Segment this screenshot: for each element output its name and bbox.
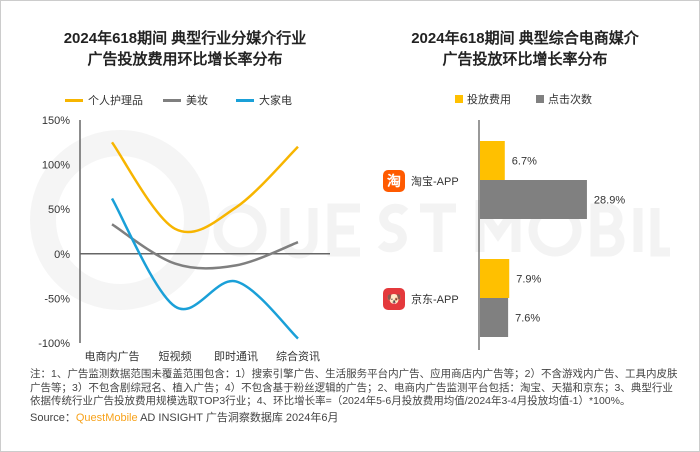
- bar-投放费用: [480, 259, 510, 298]
- left-chart-title: 2024年618期间 典型行业分媒介行业 广告投放费用环比增长率分布: [20, 28, 350, 70]
- right-chart-title: 2024年618期间 典型综合电商媒介 广告投放环比增长率分布: [380, 28, 670, 70]
- source-label: Source：: [30, 411, 76, 424]
- legend-swatch: [236, 98, 254, 102]
- y-tick-label: 50%: [48, 204, 70, 216]
- category-label: 京东-APP: [411, 294, 459, 306]
- bar-点击次数: [480, 180, 587, 219]
- x-tick-label: 短视频: [159, 349, 192, 363]
- legend-item: 大家电: [236, 92, 292, 108]
- y-tick-label: 100%: [42, 160, 70, 172]
- series-line-个人护理品: [110, 141, 299, 234]
- x-tick-label: 即时通讯: [214, 350, 258, 363]
- data-label: 28.9%: [594, 195, 625, 207]
- title-line-1: 2024年618期间 典型综合电商媒介: [411, 30, 639, 47]
- y-tick-label: -50%: [44, 293, 70, 305]
- taobao-icon: 淘: [383, 170, 405, 192]
- legend-label: 美妆: [186, 95, 208, 107]
- title-line-2: 广告投放环比增长率分布: [442, 51, 608, 68]
- legend-swatch: [163, 98, 181, 102]
- source-text: AD INSIGHT 广告洞察数据库 2024年6月: [137, 411, 339, 424]
- left-legend: 个人护理品 美妆 大家电: [65, 92, 292, 108]
- bar-chart: 6.7% 28.9% 7.9% 7.6%: [478, 120, 625, 350]
- legend-label: 投放费用: [467, 94, 511, 106]
- category-label: 淘宝-APP: [411, 176, 459, 188]
- bar-点击次数: [480, 298, 509, 337]
- y-tick-label: -100%: [38, 338, 70, 350]
- watermark: [213, 200, 670, 259]
- footnote: 注：1、广告监测数据范围未覆盖范围包含：1）搜索引擎广告、生活服务平台内广告、应…: [30, 368, 678, 407]
- legend-item: 投放费用: [455, 91, 511, 107]
- bar-投放费用: [480, 141, 505, 180]
- series-line-美妆: [111, 223, 299, 270]
- legend-item: 个人护理品: [65, 92, 143, 108]
- x-tick-label: 电商内广告: [85, 349, 140, 363]
- legend-item: 点击次数: [536, 91, 592, 107]
- legend-swatch: [65, 98, 83, 102]
- x-tick-label: 综合资讯: [276, 349, 320, 363]
- legend-swatch: [455, 95, 463, 103]
- footer: 注：1、广告监测数据范围未覆盖范围包含：1）搜索引擎广告、生活服务平台内广告、应…: [30, 368, 680, 425]
- title-line-1: 2024年618期间 典型行业分媒介行业: [63, 30, 307, 47]
- data-label: 7.6%: [515, 313, 540, 325]
- source: Source：QuestMobile AD INSIGHT 广告洞察数据库 20…: [30, 411, 680, 425]
- jd-icon: 🐶: [383, 288, 405, 310]
- series-line-大家电: [110, 197, 299, 340]
- data-label: 7.9%: [516, 274, 541, 286]
- source-brand: QuestMobile: [75, 411, 138, 424]
- title-line-2: 广告投放费用环比增长率分布: [87, 51, 283, 68]
- y-tick-label: 150%: [42, 115, 70, 127]
- right-legend: 投放费用 点击次数: [455, 91, 592, 107]
- data-label: 6.7%: [512, 156, 537, 168]
- line-chart: 150% 100% 50% 0% -50% -100% 电商内广告 短视频 即时通讯 综合资讯: [38, 115, 330, 363]
- legend-label: 点击次数: [548, 94, 592, 106]
- legend-item: 美妆: [163, 92, 208, 108]
- legend-label: 个人护理品: [88, 95, 143, 107]
- y-tick-label: 0%: [54, 249, 70, 261]
- app-label-taobao: 淘 淘宝-APP: [383, 170, 459, 192]
- legend-label: 大家电: [259, 95, 292, 107]
- legend-swatch: [536, 95, 544, 103]
- app-label-jd: 🐶 京东-APP: [383, 288, 459, 310]
